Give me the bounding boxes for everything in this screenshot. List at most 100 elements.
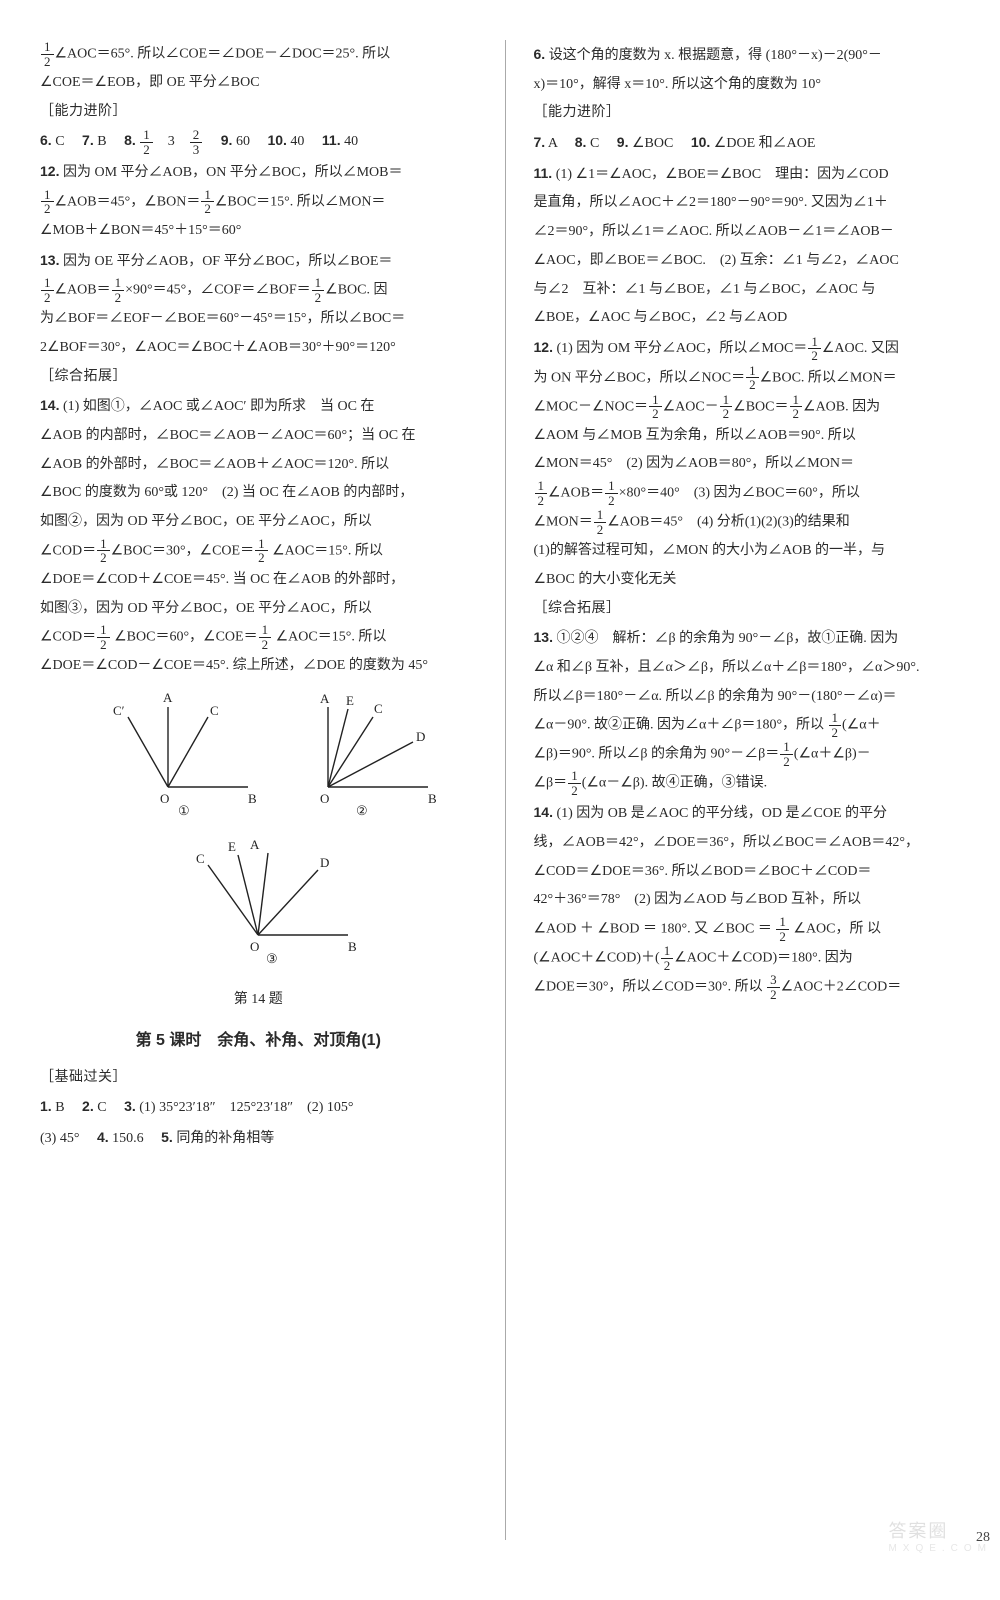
- label-D: D: [416, 729, 425, 744]
- section-basic-label: ［基础过关］: [40, 1064, 477, 1093]
- figure-row-1: O B C′ A C ① O B A E: [40, 687, 477, 829]
- frac-twothirds-icon: 23: [190, 128, 203, 156]
- text: 2∠BOF＝30°，∠AOC＝∠BOC＋∠AOB＝30°＋90°＝120°: [40, 334, 477, 363]
- text: ∠β＝: [534, 776, 568, 791]
- q12-line-m: ∠MON＝12∠AOB＝45° (4) 分析(1)(2)(3)的结果和: [534, 508, 971, 537]
- ans: (1) 35°23′18″ 125°23′18″ (2) 105°: [139, 1100, 353, 1115]
- frac-half-icon: 12: [594, 508, 607, 536]
- q13-line: 13. ①②④ 解析：∠β 的余角为 90°－∠β，故①正确. 因为: [534, 623, 971, 654]
- qnum: 4.: [97, 1129, 109, 1145]
- qnum: 2.: [82, 1098, 94, 1114]
- qnum: 14.: [534, 804, 553, 820]
- label-D: D: [320, 855, 329, 870]
- frac-half-icon: 12: [661, 944, 674, 972]
- text: ×90°＝45°，∠COF＝∠BOF＝: [125, 283, 311, 298]
- ans: 150.6: [112, 1131, 144, 1146]
- text: x)＝10°，解得 x＝10°. 所以这个角的度数为 10°: [534, 71, 971, 100]
- q14-line-g: (∠AOC＋∠COD)＋(12∠AOC＋∠COD)＝180°. 因为: [534, 944, 971, 973]
- frac-half-icon: 12: [112, 276, 125, 304]
- left-column: 12∠AOC＝65°. 所以∠COE＝∠DOE－∠DOC＝25°. 所以 ∠CO…: [40, 40, 477, 1540]
- text: ∠BOC＝60°，∠COE＝: [111, 630, 258, 645]
- text: ∠MOC－∠NOC＝: [534, 399, 649, 414]
- label-B: B: [348, 939, 357, 954]
- frac-half-icon: 12: [746, 364, 759, 392]
- frac-half-icon: 12: [41, 188, 54, 216]
- qnum: 8.: [124, 132, 136, 148]
- qnum: 9.: [617, 134, 629, 150]
- qnum: 7.: [82, 132, 94, 148]
- text: (∠AOC＋∠COD)＋: [534, 951, 656, 966]
- text: ∠AOB＝: [55, 283, 111, 298]
- text: ∠BOC 的大小变化无关: [534, 566, 971, 595]
- text: ∠AOC＋2∠COD＝: [781, 980, 902, 995]
- qnum: 11.: [534, 165, 553, 181]
- q11-line: 11. (1) ∠1＝∠AOC，∠BOE＝∠BOC 理由：因为∠COD: [534, 159, 971, 190]
- ans: A: [548, 136, 557, 151]
- section-ability-label: ［能力进阶］: [40, 98, 477, 127]
- label-A: A: [163, 690, 173, 705]
- text: 线，∠AOB＝42°，∠DOE＝36°，所以∠BOC＝∠AOB＝42°，: [534, 829, 971, 858]
- lesson-5-title: 第 5 课时 余角、补角、对顶角(1): [40, 1025, 477, 1058]
- q14-line-f: ∠COD＝12∠BOC＝30°，∠COE＝12 ∠AOC＝15°. 所以: [40, 537, 477, 566]
- text: ∠MON＝: [534, 514, 593, 529]
- ans: B: [55, 1100, 64, 1115]
- text: ∠AOB＝45°，∠BON＝: [55, 194, 201, 209]
- qnum: 11.: [322, 132, 341, 148]
- qnum: 7.: [534, 134, 546, 150]
- text: ∠AOB 的外部时，∠BOC＝∠AOB＋∠AOC＝120°. 所以: [40, 451, 477, 480]
- label-C: C: [374, 701, 383, 716]
- text: ∠DOE＝∠COD＋∠COE＝45°. 当 OC 在∠AOB 的外部时，: [40, 566, 477, 595]
- qnum: 8.: [575, 134, 587, 150]
- q13-line1: 13. 因为 OE 平分∠AOB，OF 平分∠BOC，所以∠BOE＝: [40, 246, 477, 277]
- ans: 60: [236, 134, 250, 149]
- text: ∠α－90°. 故②正确. 因为∠α＋∠β＝180°，所以: [534, 718, 828, 733]
- label-O: O: [250, 939, 259, 954]
- label-1: ①: [178, 803, 190, 817]
- text: ∠BOE，∠AOC 与∠BOC，∠2 与∠AOD: [534, 304, 971, 333]
- frac-half-icon: 12: [97, 623, 110, 651]
- frac-half-icon: 12: [259, 623, 272, 651]
- qnum: 6.: [534, 46, 546, 62]
- q14-line: 14. (1) 如图①，∠AOC 或∠AOC′ 即为所求 当 OC 在: [40, 391, 477, 422]
- continued-line: 12∠AOC＝65°. 所以∠COE＝∠DOE－∠DOC＝25°. 所以: [40, 40, 477, 69]
- text: ∠AOC＝65°. 所以∠COE＝∠DOE－∠DOC＝25°. 所以: [55, 46, 391, 61]
- text: ∠AOC－: [663, 399, 719, 414]
- frac-half-icon: 12: [829, 711, 842, 739]
- ans: 40: [344, 134, 358, 149]
- text: 42°＋36°＝78° (2) 因为∠AOD 与∠BOD 互补，所以: [534, 886, 971, 915]
- text: 与∠2 互补：∠1 与∠BOE，∠1 与∠BOC，∠AOC 与: [534, 276, 971, 305]
- text: ∠DOE＝30°，所以∠COD＝30°. 所以: [534, 980, 767, 995]
- text: 因为 OE 平分∠AOB，OF 平分∠BOC，所以∠BOE＝: [59, 254, 392, 269]
- text: ∠BOC. 因: [325, 283, 387, 298]
- text: ∠AOC. 又因: [822, 341, 899, 356]
- text: 为 ON 平分∠BOC，所以∠NOC＝: [534, 370, 746, 385]
- label-A: A: [320, 691, 330, 706]
- page-number: 28: [976, 1530, 990, 1546]
- text: (∠α－∠β). 故④正确，③错误.: [582, 776, 767, 791]
- basic-answers-line2: (3) 45° 4. 150.6 5. 同角的补角相等: [40, 1123, 477, 1154]
- qnum: 5.: [161, 1129, 173, 1145]
- text: ∠BOC＝: [733, 399, 788, 414]
- ans: (3) 45°: [40, 1131, 79, 1146]
- q12-line3: ∠MOC－∠NOC＝12∠AOC－12∠BOC＝12∠AOB. 因为: [534, 393, 971, 422]
- qnum: 14.: [40, 397, 59, 413]
- label-3: ③: [266, 951, 278, 966]
- frac-half-icon: 12: [140, 128, 153, 156]
- frac-half-icon: 12: [720, 393, 733, 421]
- frac-half-icon: 12: [649, 393, 662, 421]
- text: ∠α 和∠β 互补，且∠α＞∠β，所以∠α＋∠β＝180°，∠α＞90°.: [534, 654, 971, 683]
- label-Cprime: C′: [113, 703, 125, 718]
- text: ①②④ 解析：∠β 的余角为 90°－∠β，故①正确. 因为: [553, 631, 898, 646]
- text: (∠α＋: [842, 718, 881, 733]
- q14-line-j: ∠DOE＝30°，所以∠COD＝30°. 所以 32∠AOC＋2∠COD＝: [534, 973, 971, 1002]
- section-comprehensive-label: ［综合拓展］: [40, 363, 477, 392]
- right-column: 6. 设这个角的度数为 x. 根据题意，得 (180°－x)－2(90°－ x)…: [534, 40, 971, 1540]
- q6-line: 6. 设这个角的度数为 x. 根据题意，得 (180°－x)－2(90°－: [534, 40, 971, 71]
- figure-caption: 第 14 题: [40, 986, 477, 1015]
- frac-half-icon: 12: [808, 335, 821, 363]
- qnum: 3.: [124, 1098, 136, 1114]
- qnum: 10.: [267, 132, 286, 148]
- ans: ∠DOE 和∠AOE: [714, 136, 816, 151]
- answer-line: 7. A 8. C 9. ∠BOC 10. ∠DOE 和∠AOE: [534, 128, 971, 159]
- ans: ∠BOC: [632, 136, 673, 151]
